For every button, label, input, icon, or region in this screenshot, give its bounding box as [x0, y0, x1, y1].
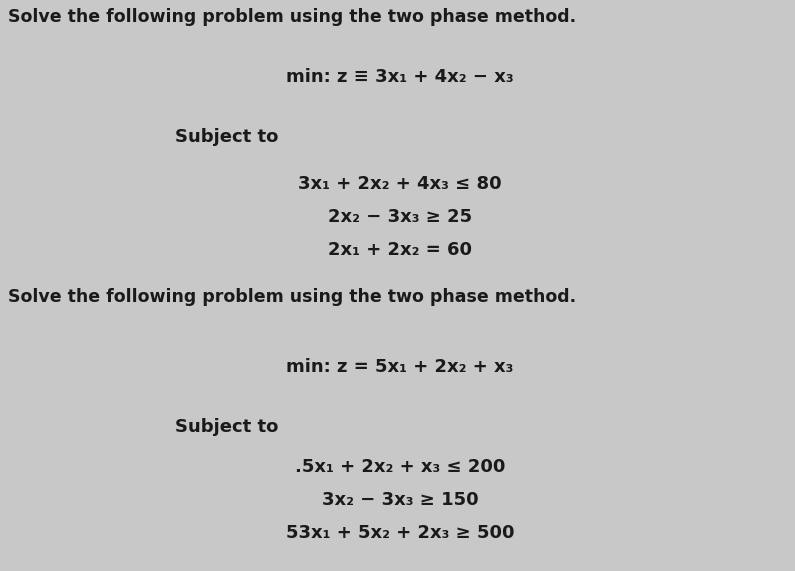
- Text: min: z ≡ 3x₁ + 4x₂ − x₃: min: z ≡ 3x₁ + 4x₂ − x₃: [286, 68, 514, 86]
- Text: 3x₁ + 2x₂ + 4x₃ ≤ 80: 3x₁ + 2x₂ + 4x₃ ≤ 80: [298, 175, 502, 193]
- Text: Solve the following problem using the two phase method.: Solve the following problem using the tw…: [8, 8, 576, 26]
- Text: Subject to: Subject to: [175, 128, 278, 146]
- Text: 3x₂ − 3x₃ ≥ 150: 3x₂ − 3x₃ ≥ 150: [322, 491, 479, 509]
- Text: min: z = 5x₁ + 2x₂ + x₃: min: z = 5x₁ + 2x₂ + x₃: [286, 358, 514, 376]
- Text: .5x₁ + 2x₂ + x₃ ≤ 200: .5x₁ + 2x₂ + x₃ ≤ 200: [295, 458, 505, 476]
- Text: 2x₂ − 3x₃ ≥ 25: 2x₂ − 3x₃ ≥ 25: [328, 208, 472, 226]
- Text: Solve the following problem using the two phase method.: Solve the following problem using the tw…: [8, 288, 576, 306]
- Text: 2x₁ + 2x₂ = 60: 2x₁ + 2x₂ = 60: [328, 241, 472, 259]
- Text: 53x₁ + 5x₂ + 2x₃ ≥ 500: 53x₁ + 5x₂ + 2x₃ ≥ 500: [285, 524, 514, 542]
- Text: Subject to: Subject to: [175, 418, 278, 436]
